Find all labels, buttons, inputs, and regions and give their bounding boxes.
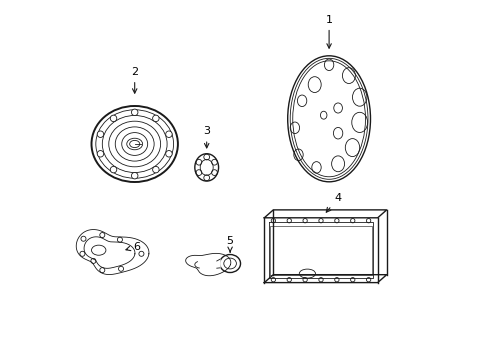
- Ellipse shape: [97, 131, 103, 138]
- Ellipse shape: [110, 115, 117, 122]
- Ellipse shape: [165, 150, 172, 157]
- Circle shape: [80, 251, 85, 256]
- Ellipse shape: [165, 131, 172, 138]
- Circle shape: [350, 278, 354, 282]
- Circle shape: [366, 219, 370, 223]
- Text: 4: 4: [325, 193, 341, 212]
- Circle shape: [100, 267, 104, 273]
- Text: 6: 6: [126, 242, 140, 252]
- Circle shape: [100, 233, 104, 238]
- Circle shape: [334, 278, 338, 282]
- Circle shape: [286, 278, 291, 282]
- Text: 2: 2: [131, 67, 138, 93]
- Circle shape: [318, 219, 323, 223]
- Circle shape: [334, 219, 338, 223]
- Circle shape: [303, 219, 306, 223]
- Circle shape: [91, 258, 96, 264]
- Ellipse shape: [110, 166, 117, 173]
- Ellipse shape: [131, 109, 138, 116]
- Ellipse shape: [97, 150, 103, 157]
- Circle shape: [366, 278, 370, 282]
- Circle shape: [286, 219, 291, 223]
- Ellipse shape: [152, 166, 159, 173]
- Text: 3: 3: [203, 126, 210, 148]
- Circle shape: [318, 278, 323, 282]
- Circle shape: [117, 237, 122, 242]
- Circle shape: [271, 219, 275, 223]
- Circle shape: [303, 278, 306, 282]
- Circle shape: [81, 236, 86, 241]
- Circle shape: [139, 251, 143, 256]
- Polygon shape: [216, 259, 220, 268]
- Text: 5: 5: [226, 236, 233, 252]
- Circle shape: [350, 219, 354, 223]
- Circle shape: [118, 266, 123, 271]
- Text: 1: 1: [325, 15, 332, 48]
- Ellipse shape: [131, 172, 138, 179]
- Circle shape: [271, 278, 275, 282]
- Ellipse shape: [152, 115, 159, 122]
